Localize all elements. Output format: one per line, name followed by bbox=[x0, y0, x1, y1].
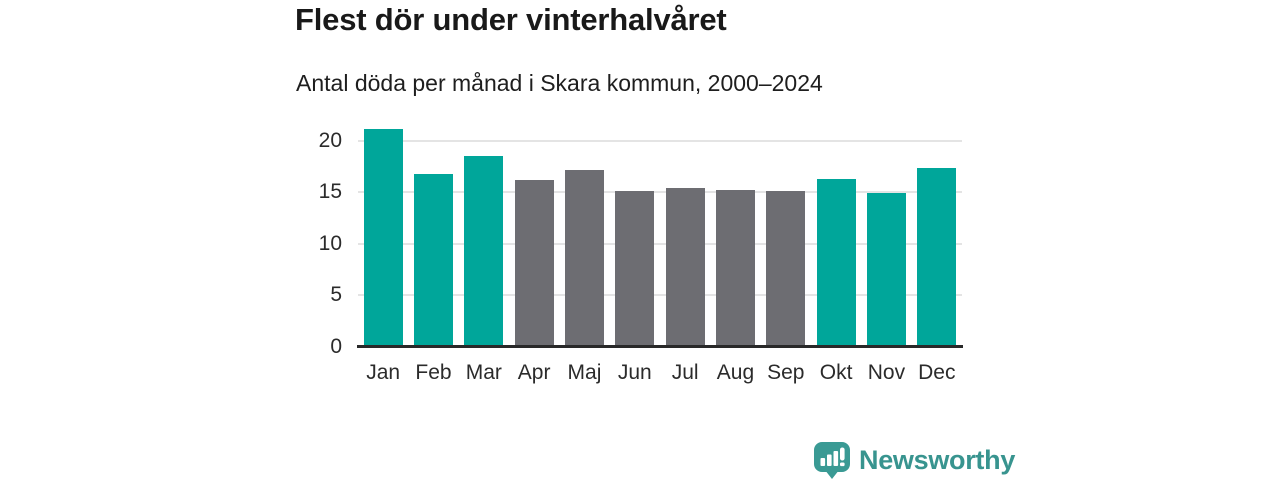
bar-slot-dec bbox=[912, 124, 962, 347]
y-axis: 0 5 10 15 20 bbox=[240, 124, 350, 358]
chart-subtitle: Antal döda per månad i Skara kommun, 200… bbox=[296, 70, 823, 96]
x-tick-label-mar: Mar bbox=[465, 361, 502, 384]
x-axis-line bbox=[357, 345, 963, 348]
y-tick-label-20: 20 bbox=[318, 128, 342, 152]
bar-okt bbox=[816, 178, 856, 347]
bar-mar bbox=[464, 156, 504, 347]
x-tick-label-sep: Sep bbox=[767, 361, 805, 384]
bar-slot-nov bbox=[861, 124, 911, 347]
newsworthy-bubble-chart-icon bbox=[814, 442, 850, 479]
bar-slot-mar bbox=[459, 124, 509, 347]
y-tick-label-10: 10 bbox=[318, 231, 342, 255]
gridline-20 bbox=[358, 139, 962, 142]
x-tick-label-jan: Jan bbox=[366, 361, 401, 384]
x-axis: Jan Feb Mar Apr Maj Jun Jul Aug Sep Okt Nov Dec bbox=[358, 358, 962, 388]
bar-jul bbox=[665, 188, 705, 347]
bar-slot-sep bbox=[761, 124, 811, 347]
x-tick-label-aug: Aug bbox=[716, 361, 755, 384]
gridline-10 bbox=[358, 242, 962, 245]
plot-area bbox=[358, 124, 962, 347]
x-tick-label-okt: Okt bbox=[819, 361, 853, 384]
bar-jan bbox=[363, 129, 403, 347]
bar-slot-aug bbox=[710, 124, 760, 347]
bar-jun bbox=[615, 191, 655, 347]
bar-nov bbox=[866, 193, 906, 347]
y-tick-label-0: 0 bbox=[330, 335, 342, 358]
bar-slot-okt bbox=[811, 124, 861, 347]
gridline-5 bbox=[358, 294, 962, 297]
chart-title: Flest dör under vinterhalvåret bbox=[295, 2, 727, 37]
x-tick-label-jun: Jun bbox=[617, 361, 652, 384]
bar-slot-apr bbox=[509, 124, 559, 347]
newsworthy-wordmark: Newsworthy bbox=[859, 445, 1016, 475]
gridline-15 bbox=[358, 191, 962, 194]
bar-sep bbox=[766, 191, 806, 347]
y-tick-label-5: 5 bbox=[330, 283, 342, 307]
bars-row bbox=[358, 124, 962, 347]
x-tick-label-jul: Jul bbox=[671, 361, 699, 384]
x-tick-label-feb: Feb bbox=[415, 361, 452, 384]
bar-slot-jun bbox=[610, 124, 660, 347]
bar-maj bbox=[564, 170, 604, 347]
bar-apr bbox=[514, 179, 554, 347]
bar-slot-jul bbox=[660, 124, 710, 347]
newsworthy-logo: Newsworthy bbox=[812, 441, 1015, 480]
y-tick-label-15: 15 bbox=[318, 180, 342, 204]
x-tick-label-maj: Maj bbox=[567, 361, 602, 384]
bar-slot-maj bbox=[559, 124, 609, 347]
x-tick-label-nov: Nov bbox=[867, 361, 906, 384]
bar-slot-jan bbox=[358, 124, 408, 347]
bar-aug bbox=[715, 190, 755, 347]
x-tick-label-apr: Apr bbox=[517, 361, 551, 384]
bar-slot-feb bbox=[408, 124, 458, 347]
x-tick-label-dec: Dec bbox=[918, 361, 956, 384]
bar-feb bbox=[413, 173, 453, 347]
bar-dec bbox=[917, 168, 957, 347]
